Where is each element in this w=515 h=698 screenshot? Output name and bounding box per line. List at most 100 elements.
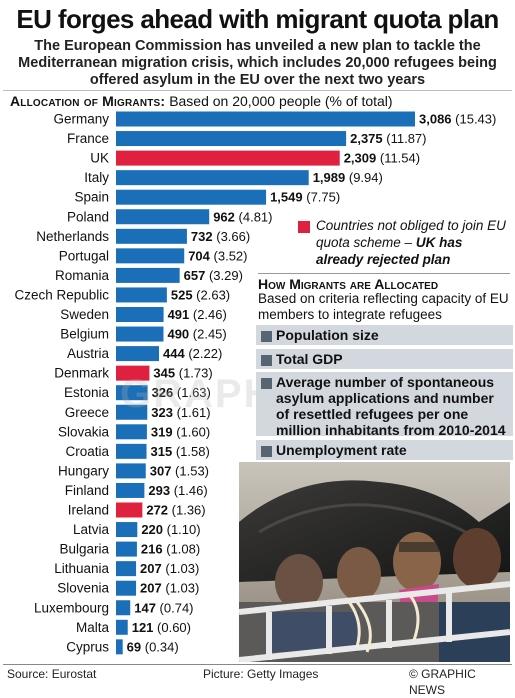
- criteria-gdp: Total GDP: [256, 349, 513, 369]
- category-label: UK: [90, 151, 109, 166]
- category-label: France: [67, 131, 109, 146]
- percent-label: (3.66): [213, 229, 251, 244]
- category-label: Ireland: [68, 503, 109, 518]
- value-label: 2,309: [344, 151, 377, 166]
- migrants-photo-illustration: [239, 462, 510, 662]
- value-label: 216: [141, 542, 163, 557]
- category-label: Denmark: [54, 366, 109, 381]
- value-label: 319: [151, 424, 173, 439]
- data-label: 2,375 (11.87): [350, 131, 426, 146]
- bar: [116, 170, 309, 186]
- data-label: 491 (2.46): [168, 307, 227, 322]
- data-label: 962 (4.81): [213, 209, 272, 224]
- value-label: 121: [132, 620, 154, 635]
- data-label: 207 (1.03): [140, 581, 199, 596]
- percent-label: (7.75): [303, 190, 341, 205]
- value-label: 525: [171, 287, 193, 302]
- value-label: 272: [146, 503, 168, 518]
- data-label: 3,086 (15.43): [419, 112, 496, 127]
- percent-label: (1.10): [163, 522, 201, 537]
- category-label: Portugal: [59, 248, 109, 263]
- bar: [116, 131, 347, 147]
- criteria-square-icon: [261, 378, 272, 389]
- bar: [116, 111, 415, 127]
- category-label: Netherlands: [36, 229, 109, 244]
- value-label: 220: [141, 522, 163, 537]
- percent-label: (2.63): [193, 287, 231, 302]
- percent-label: (1.60): [173, 424, 211, 439]
- bar: [116, 209, 210, 225]
- bar: [116, 463, 146, 479]
- value-label: 307: [150, 463, 172, 478]
- value-label: 732: [191, 229, 213, 244]
- legend-text: Countries not obliged to join EU quota s…: [316, 217, 512, 268]
- value-label: 3,086: [419, 112, 452, 127]
- category-label: Malta: [76, 620, 110, 635]
- percent-label: (2.45): [189, 327, 227, 342]
- category-label: Belgium: [60, 327, 109, 342]
- data-label: 490 (2.45): [167, 327, 226, 342]
- allocation-heading-rest: Based on 20,000 people (% of total): [169, 93, 393, 109]
- category-label: Cyprus: [66, 639, 109, 654]
- percent-label: (0.34): [141, 639, 179, 654]
- percent-label: (2.46): [189, 307, 227, 322]
- value-label: 207: [140, 561, 162, 576]
- value-label: 326: [152, 385, 174, 400]
- data-label: 315 (1.58): [151, 444, 210, 459]
- value-label: 962: [213, 209, 235, 224]
- data-label: 121 (0.60): [132, 620, 191, 635]
- title-divider: [3, 90, 512, 91]
- percent-label: (11.54): [376, 151, 420, 166]
- category-label: Lithuania: [54, 561, 109, 576]
- category-label: Romania: [55, 268, 110, 283]
- percent-label: (3.52): [210, 248, 248, 263]
- value-label: 444: [163, 346, 185, 361]
- bar: [116, 619, 128, 635]
- bar: [116, 404, 148, 420]
- criteria-label: Population size: [276, 327, 379, 343]
- value-label: 207: [140, 581, 162, 596]
- data-label: 1,989 (9.94): [313, 170, 383, 185]
- bar: [116, 267, 180, 283]
- value-label: 345: [153, 366, 175, 381]
- bar: [116, 248, 185, 264]
- data-label: 307 (1.53): [150, 463, 209, 478]
- data-label: 216 (1.08): [141, 542, 200, 557]
- bar: [116, 385, 148, 401]
- data-label: 323 (1.61): [151, 405, 210, 420]
- value-label: 491: [168, 307, 190, 322]
- category-label: Czech Republic: [14, 287, 109, 302]
- value-label: 1,549: [270, 190, 303, 205]
- percent-label: (1.46): [170, 483, 208, 498]
- bar: [116, 307, 164, 322]
- percent-label: (1.08): [163, 542, 201, 557]
- value-label: 147: [134, 600, 156, 615]
- category-label: Hungary: [58, 463, 109, 478]
- data-label: 732 (3.66): [191, 229, 250, 244]
- percent-label: (1.63): [173, 385, 211, 400]
- bar: [116, 600, 131, 616]
- criteria-square-icon: [261, 331, 272, 342]
- category-label: Slovakia: [58, 424, 110, 439]
- category-label: Bulgaria: [59, 542, 109, 557]
- percent-label: (1.53): [171, 463, 209, 478]
- value-label: 69: [127, 639, 141, 654]
- bar: [116, 443, 147, 459]
- subtitle: The European Commission has unveiled a n…: [18, 38, 497, 88]
- criteria-label: Total GDP: [276, 351, 343, 367]
- category-label: Croatia: [65, 444, 109, 459]
- bar: [116, 150, 340, 166]
- category-label: Sweden: [60, 307, 109, 322]
- bar: [116, 228, 187, 244]
- migrants-photo: [239, 462, 510, 662]
- bar: [116, 189, 267, 205]
- percent-label: (1.03): [162, 561, 200, 576]
- allocation-heading: Allocation of Migrants: Based on 20,000 …: [10, 93, 393, 110]
- source-credit: Source: Eurostat: [7, 667, 97, 681]
- value-label: 657: [184, 268, 206, 283]
- data-label: 147 (0.74): [134, 600, 193, 615]
- data-label: 2,309 (11.54): [344, 151, 420, 166]
- category-label: Poland: [67, 209, 109, 224]
- percent-label: (1.61): [173, 405, 211, 420]
